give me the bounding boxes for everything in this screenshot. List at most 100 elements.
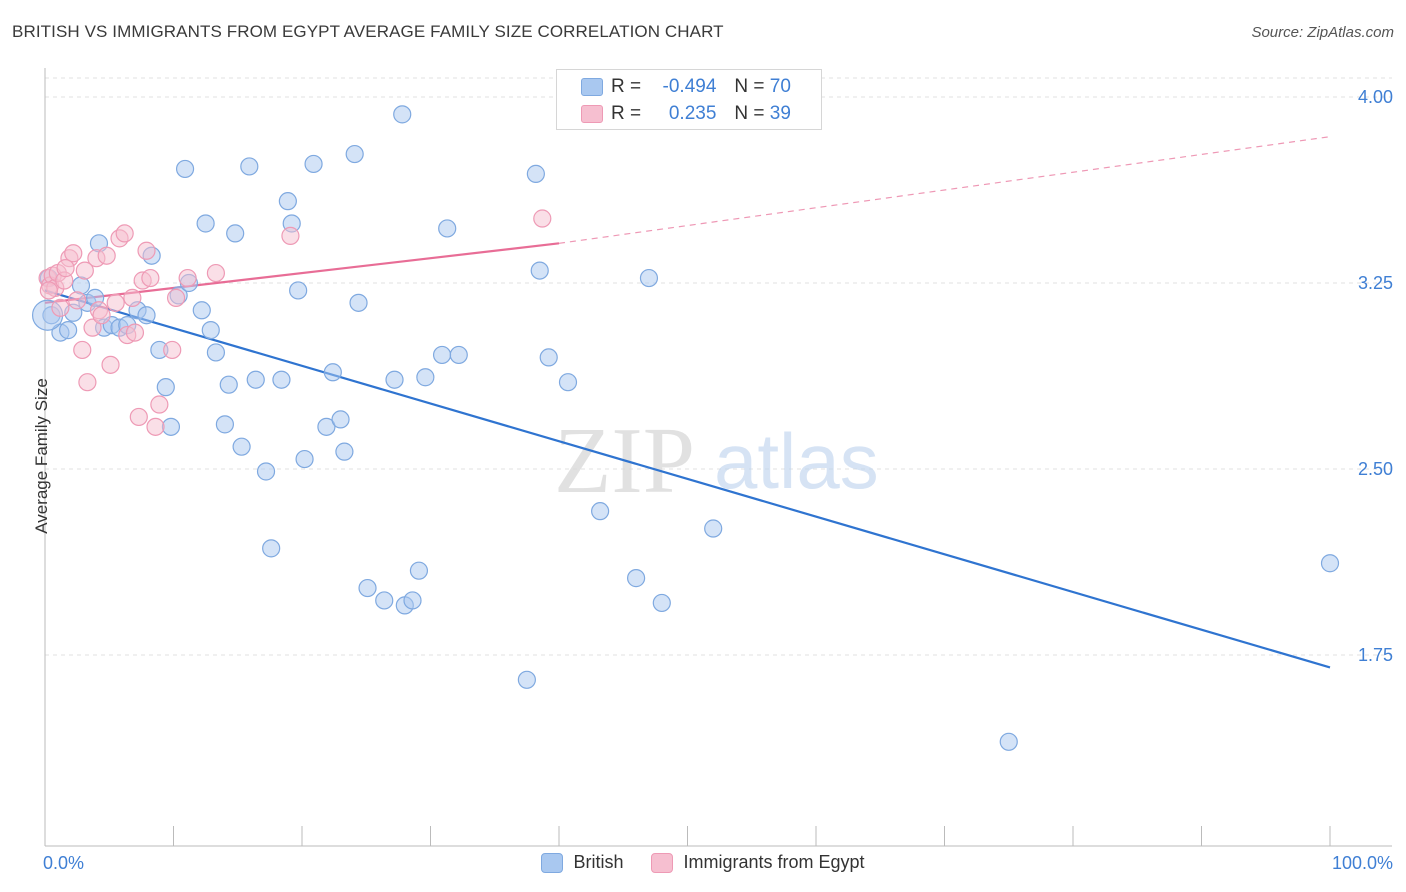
y-tick-label: 4.00 — [1358, 87, 1393, 107]
egypt-point — [206, 263, 226, 283]
egypt-point — [83, 318, 102, 337]
trend-lines — [44, 136, 1331, 669]
british-trend-line — [44, 289, 1331, 669]
british-point — [161, 417, 181, 436]
british-point — [639, 268, 659, 288]
legend-row-egypt: R = 0.235 N = 39 — [557, 101, 791, 127]
data-points — [31, 105, 1340, 751]
watermark-atlas: atlas — [714, 417, 879, 505]
british-point — [232, 437, 251, 456]
correlation-legend: R = -0.494 N = 70 R = 0.235 N = 39 — [556, 69, 822, 130]
british-point — [449, 345, 468, 365]
legend-label-egypt: Immigrants from Egypt — [683, 852, 865, 872]
egypt-point — [163, 340, 182, 360]
egypt-point — [125, 323, 145, 342]
egypt-point — [533, 209, 552, 228]
british-point — [1320, 554, 1340, 573]
british-point — [262, 539, 281, 558]
british-point — [358, 578, 377, 598]
legend-item-british: British — [541, 852, 623, 873]
egypt-point — [129, 407, 148, 427]
british-point — [156, 378, 175, 397]
british-point — [393, 105, 412, 124]
egypt-point — [68, 291, 87, 310]
british-point — [201, 321, 220, 340]
egypt-point — [178, 268, 197, 288]
egypt-swatch — [651, 852, 674, 873]
egypt-point — [64, 244, 83, 263]
british-point — [206, 343, 226, 362]
british-point — [278, 192, 297, 211]
british-point — [558, 373, 578, 392]
british-point — [999, 732, 1018, 751]
egypt-point — [51, 298, 70, 317]
british-point — [196, 214, 215, 233]
source-label: Source: ZipAtlas.com — [1251, 24, 1394, 41]
egypt-point — [150, 395, 169, 414]
egypt-point — [141, 268, 160, 288]
chart-title: BRITISH VS IMMIGRANTS FROM EGYPT AVERAGE… — [12, 22, 724, 41]
british-point — [240, 157, 259, 176]
british-point — [246, 370, 265, 389]
british-swatch — [541, 852, 564, 873]
legend-label-british: British — [573, 852, 624, 872]
british-point — [317, 417, 336, 436]
y-axis-label: Average Family Size — [32, 378, 51, 534]
r-label: R = — [611, 103, 642, 124]
british-point — [272, 370, 291, 389]
y-tick-label: 2.50 — [1358, 459, 1393, 479]
british-point — [385, 370, 404, 389]
x-tick-label-min: 0.0% — [43, 853, 84, 873]
egypt-point — [146, 417, 165, 436]
british-point — [409, 561, 429, 580]
british-point — [591, 502, 610, 521]
british-point — [219, 375, 238, 394]
r-label: R = — [611, 76, 642, 97]
n-value: 39 — [769, 103, 791, 124]
british-point — [331, 410, 350, 429]
egypt-point — [281, 226, 300, 245]
egypt-point — [137, 241, 156, 260]
egypt-point — [56, 259, 75, 278]
n-label: N = — [734, 103, 765, 124]
british-point — [323, 363, 342, 382]
british-point — [226, 224, 245, 243]
egypt-point — [101, 355, 120, 374]
legend-row-british: R = -0.494 N = 70 — [557, 74, 791, 100]
egypt-point — [106, 293, 125, 312]
british-point — [375, 591, 394, 610]
british-point — [349, 293, 368, 312]
egypt-point — [75, 261, 94, 280]
british-point — [256, 462, 276, 481]
british-point — [335, 442, 354, 461]
british-point — [438, 219, 457, 238]
british-point — [517, 670, 536, 689]
y-tick-label: 1.75 — [1358, 645, 1393, 665]
r-value: 0.235 — [668, 103, 717, 124]
series-legend: British Immigrants from Egypt — [0, 852, 1406, 873]
tick-labels: 1.75 2.50 3.25 4.00 0.0% 100.0% — [43, 87, 1393, 873]
egypt-point — [115, 224, 134, 243]
british-point — [175, 159, 195, 179]
egypt-point — [123, 288, 142, 307]
y-tick-label: 3.25 — [1358, 273, 1393, 293]
british-point — [704, 519, 723, 538]
egypt-trend-extension — [558, 136, 1331, 244]
egypt-point — [92, 306, 111, 325]
n-label: N = — [734, 76, 765, 97]
british-point — [526, 164, 545, 183]
r-value: -0.494 — [662, 76, 717, 97]
british-point — [652, 593, 671, 613]
axes — [44, 68, 1392, 847]
british-point — [416, 368, 435, 387]
british-point — [71, 276, 91, 295]
british-point — [345, 144, 364, 164]
british-point — [626, 569, 646, 588]
british-point — [539, 348, 558, 367]
egypt-point — [78, 373, 97, 392]
british-point — [289, 281, 308, 300]
british-swatch — [581, 78, 603, 96]
egypt-swatch — [581, 105, 603, 123]
british-point — [192, 301, 211, 320]
